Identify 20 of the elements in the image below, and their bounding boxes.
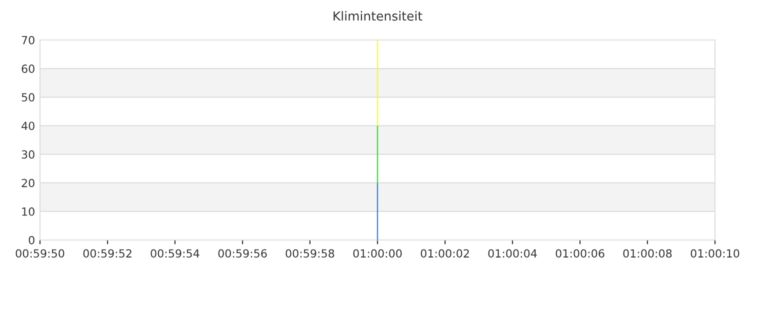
x-tick-label: 01:00:04: [488, 249, 537, 258]
x-tick-label: 00:59:50: [16, 249, 64, 258]
y-tick-label: 50: [22, 93, 34, 102]
x-tick-label: 01:00:08: [623, 249, 672, 258]
y-tick-label: 60: [22, 64, 34, 73]
y-tick-label: 0: [28, 236, 34, 244]
x-tick-label: 01:00:10: [690, 249, 740, 258]
chart-title: Klimintensiteit: [334, 11, 422, 21]
x-tick-label: 00:59:56: [218, 249, 267, 258]
y-tick-label: 20: [22, 178, 34, 188]
y-tick-label: 30: [22, 150, 34, 159]
x-tick-label: 00:59:54: [150, 249, 200, 258]
y-tick-label: 10: [22, 207, 34, 216]
x-tick-label: 00:59:58: [286, 249, 334, 258]
x-tick-label: 00:59:52: [83, 249, 132, 258]
x-tick-label: 01:00:00: [353, 249, 402, 258]
x-tick-label: 01:00:06: [556, 249, 604, 258]
y-tick-label: 70: [22, 36, 34, 44]
x-tick-label: 01:00:02: [420, 249, 469, 258]
y-tick-label: 40: [22, 122, 34, 130]
